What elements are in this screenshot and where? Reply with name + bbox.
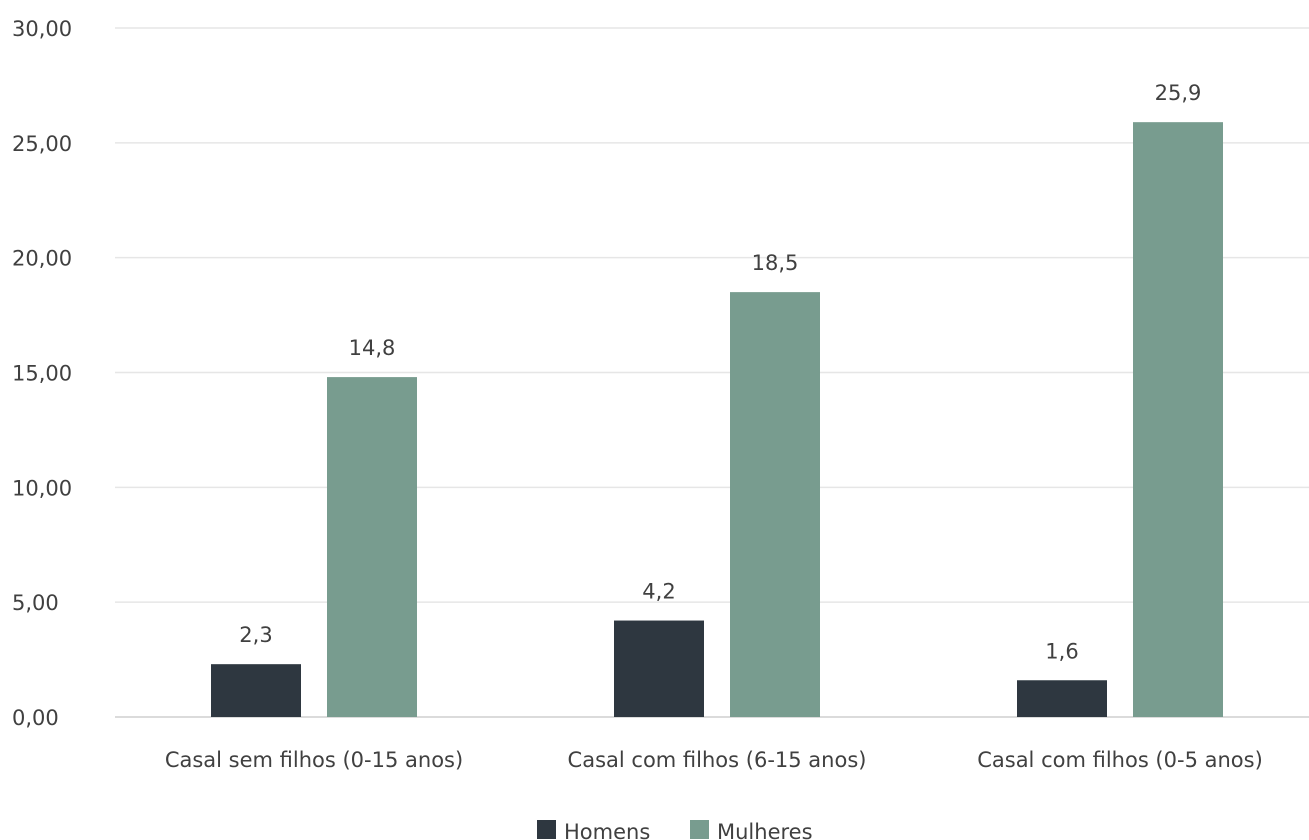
bar-homens-3: [1017, 680, 1107, 717]
legend-swatch-homens: [537, 820, 556, 839]
bar-mulheres-1: [327, 377, 417, 717]
data-label: 14,8: [349, 336, 396, 360]
y-tick-label: 25,00: [12, 132, 72, 156]
bar-homens-1: [211, 664, 301, 717]
data-labels: 2,3 14,8 4,2 18,5 1,6 25,9: [239, 81, 1201, 663]
data-label: 25,9: [1155, 81, 1202, 105]
bar-mulheres-3: [1133, 122, 1223, 717]
y-axis-ticks: 0,00 5,00 10,00 15,00 20,00 25,00 30,00: [12, 17, 72, 730]
legend-swatch-mulheres: [690, 820, 709, 839]
bar-homens-2: [614, 620, 704, 717]
category-label: Casal sem filhos (0-15 anos): [165, 748, 463, 772]
y-tick-label: 10,00: [12, 476, 72, 500]
y-tick-label: 5,00: [12, 591, 59, 615]
gridlines: [115, 27, 1309, 718]
data-label: 1,6: [1045, 639, 1078, 663]
bar-mulheres-2: [730, 292, 820, 717]
y-tick-label: 0,00: [12, 706, 59, 730]
bars: [211, 122, 1223, 717]
legend-label-mulheres: Mulheres: [717, 820, 813, 840]
data-label: 18,5: [752, 251, 799, 275]
legend: Homens Mulheres: [537, 820, 813, 840]
legend-label-homens: Homens: [564, 820, 650, 840]
data-label: 4,2: [642, 580, 675, 604]
category-label: Casal com filhos (0-5 anos): [977, 748, 1263, 772]
category-labels: Casal sem filhos (0-15 anos) Casal com fi…: [165, 748, 1263, 772]
y-tick-label: 15,00: [12, 362, 72, 386]
y-tick-label: 30,00: [12, 17, 72, 41]
y-tick-label: 20,00: [12, 247, 72, 271]
data-label: 2,3: [239, 623, 272, 647]
category-label: Casal com filhos (6-15 anos): [568, 748, 867, 772]
